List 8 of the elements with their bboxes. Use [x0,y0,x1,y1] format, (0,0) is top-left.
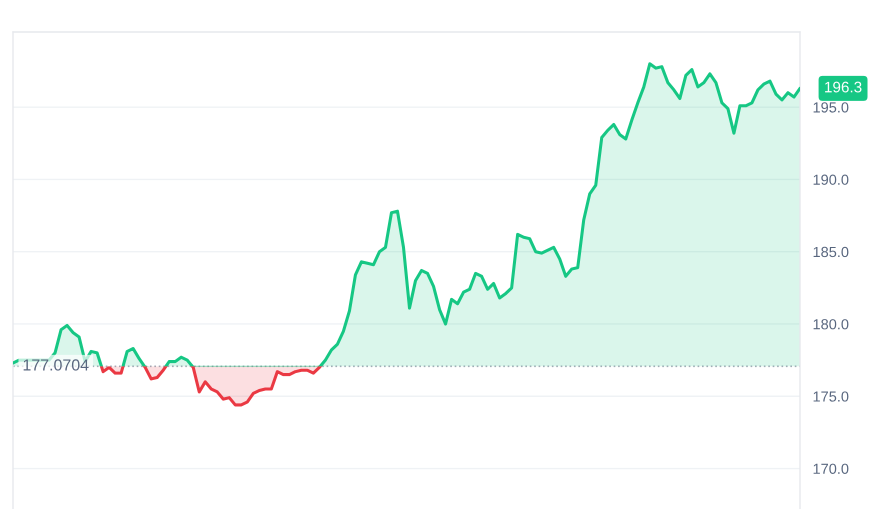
y-tick-label: 190.0 [814,174,848,185]
y-tick-label: 175.0 [814,391,848,402]
y-tick-label: 185.0 [814,246,848,258]
y-tick-label: 170.0 [814,464,848,474]
data-label: 196.3 [825,82,862,92]
ref-line-label: 177.0704 [24,359,89,371]
y-tick-label: 180.0 [814,319,848,330]
y-tick-label: 195.0 [814,102,848,113]
